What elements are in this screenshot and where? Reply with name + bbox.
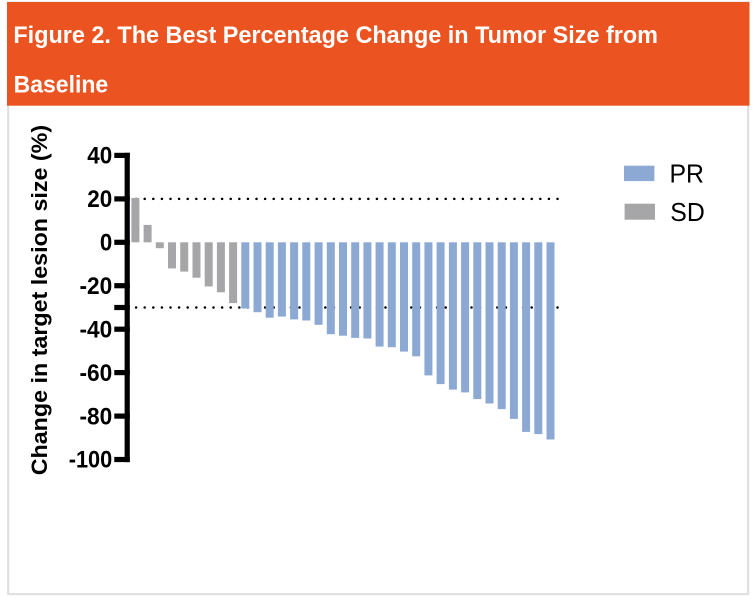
svg-text:-60: -60: [80, 360, 113, 387]
svg-text:SD: SD: [670, 199, 705, 227]
svg-text:40: 40: [87, 143, 112, 170]
svg-text:0: 0: [100, 230, 112, 257]
svg-text:Baseline: Baseline: [14, 71, 109, 98]
svg-text:PR: PR: [670, 161, 705, 189]
svg-text:-80: -80: [80, 403, 113, 430]
svg-text:Change in target lesion size (: Change in target lesion size (%): [27, 125, 52, 475]
svg-text:Figure 2. The Best Percentage: Figure 2. The Best Percentage Change in …: [13, 22, 658, 49]
svg-text:-40: -40: [80, 316, 113, 343]
svg-text:-100: -100: [69, 447, 113, 474]
svg-text:20: 20: [87, 186, 112, 213]
svg-text:-20: -20: [80, 273, 113, 300]
